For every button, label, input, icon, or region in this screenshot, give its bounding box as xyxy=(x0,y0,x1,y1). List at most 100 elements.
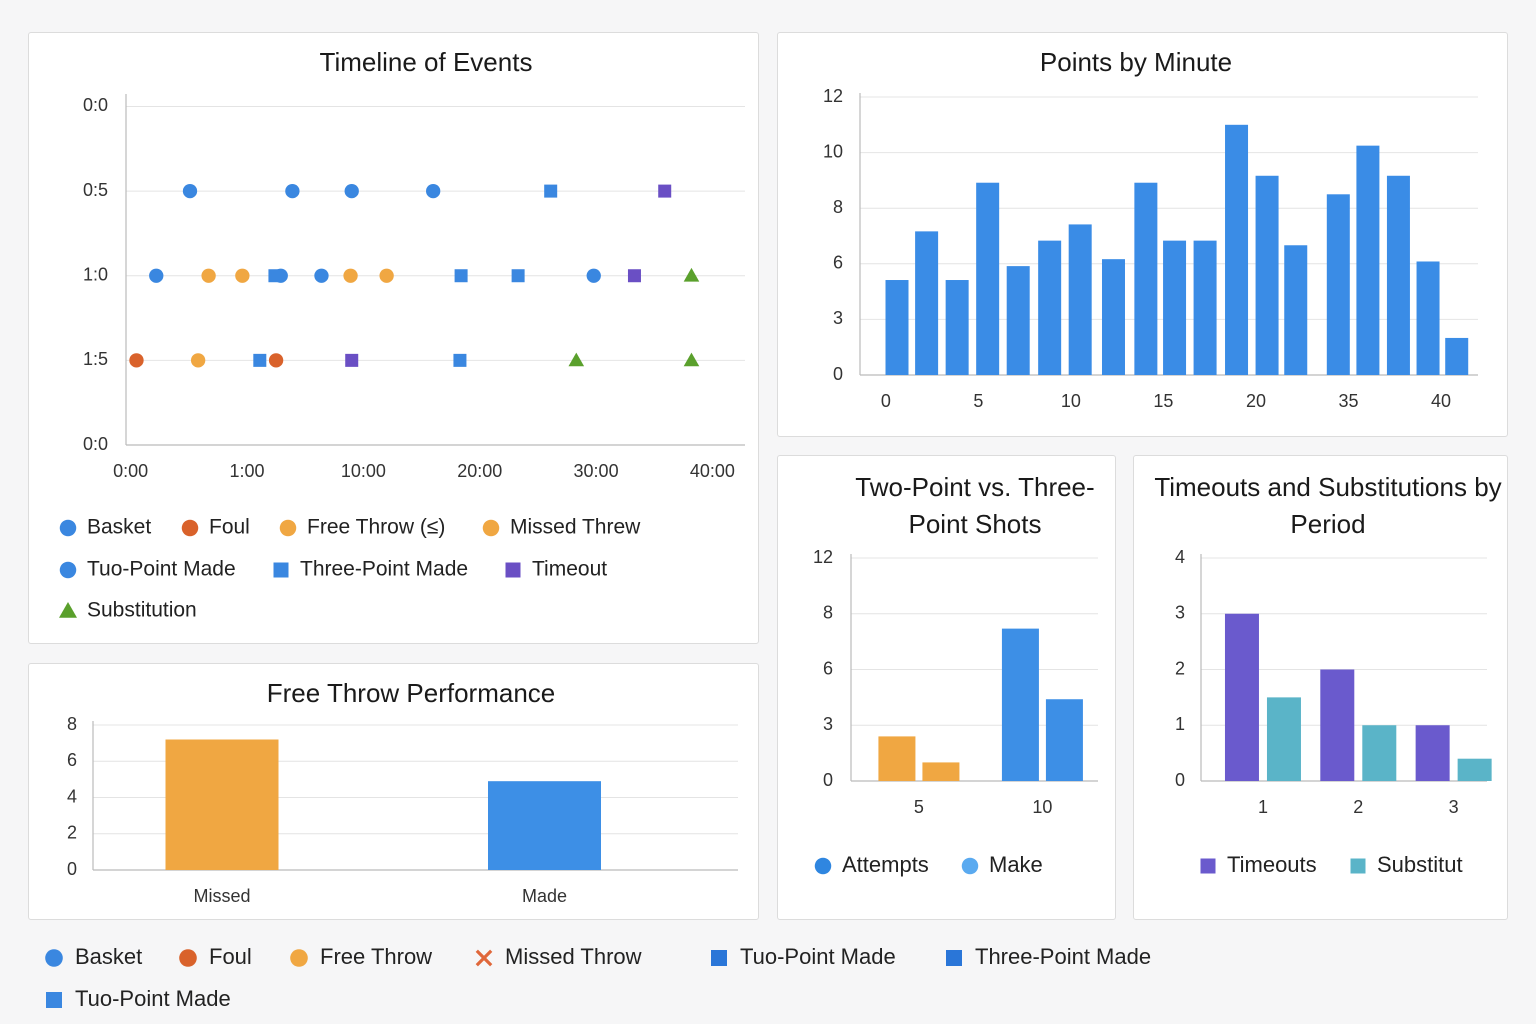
point xyxy=(253,353,267,367)
y-tick-label: 8 xyxy=(67,714,77,734)
legend-label: Free Throw xyxy=(320,944,432,969)
y-tick-label: 3 xyxy=(833,308,843,328)
y-tick-label: 10 xyxy=(823,141,843,161)
legend-label: Missed Throw xyxy=(505,944,642,969)
bar xyxy=(1045,699,1083,781)
chart-title: Points by Minute xyxy=(1039,47,1233,77)
panel xyxy=(28,663,759,920)
y-tick-label: 3 xyxy=(823,714,833,734)
point xyxy=(345,353,359,367)
legend-swatch xyxy=(814,857,832,875)
legend-label: Free Throw (≤) xyxy=(307,516,445,539)
x-tick-label: 1:00 xyxy=(229,461,264,481)
point xyxy=(379,268,394,283)
x-tick-label: 5 xyxy=(973,391,983,411)
legend-swatch xyxy=(46,992,62,1008)
bar xyxy=(1038,240,1062,375)
x-tick-label: 3 xyxy=(1449,797,1459,817)
bar xyxy=(1225,124,1249,375)
y-tick-label: 6 xyxy=(833,253,843,273)
chart-title: Free Throw Performance xyxy=(266,678,556,708)
panel xyxy=(28,32,759,644)
bar xyxy=(1163,240,1187,375)
point xyxy=(658,184,672,198)
legend-swatch xyxy=(279,519,297,537)
legend-label: Substitut xyxy=(1377,852,1463,877)
x-tick-label: 40:00 xyxy=(690,461,735,481)
x-tick-label: 2 xyxy=(1353,797,1363,817)
point xyxy=(453,353,467,367)
bar xyxy=(1445,337,1469,375)
point xyxy=(314,268,329,283)
bar xyxy=(1320,669,1355,781)
legend-swatch xyxy=(1200,858,1216,874)
bar xyxy=(1416,261,1440,375)
bar xyxy=(976,182,1000,375)
bar xyxy=(1457,758,1492,781)
point xyxy=(268,269,282,283)
point xyxy=(683,352,700,367)
legend-swatch xyxy=(179,949,197,967)
bar xyxy=(1356,145,1380,375)
legend-label: Tuo-Point Made xyxy=(87,558,236,581)
y-tick-label: 0:0 xyxy=(83,95,108,115)
y-tick-label: 4 xyxy=(1175,547,1185,567)
bar xyxy=(885,280,909,375)
bar xyxy=(922,762,960,781)
point xyxy=(454,269,468,283)
bar xyxy=(878,736,916,781)
bar xyxy=(1193,240,1217,375)
chart-title: Two-Point vs. Three-Point Shots xyxy=(855,472,1095,539)
point xyxy=(201,268,216,283)
bar xyxy=(1362,725,1397,781)
point xyxy=(182,183,198,199)
point xyxy=(149,268,164,283)
legend-swatch xyxy=(505,562,521,578)
point xyxy=(343,268,358,283)
point xyxy=(344,183,359,199)
x-tick-label: 35 xyxy=(1338,391,1358,411)
legend-label: Basket xyxy=(75,944,142,969)
y-tick-label: 2 xyxy=(1175,658,1185,678)
legend-label: Foul xyxy=(209,944,252,969)
point xyxy=(285,183,300,199)
y-tick-label: 1:5 xyxy=(83,349,108,369)
legend-swatch xyxy=(946,950,962,966)
y-tick-label: 6 xyxy=(67,750,77,770)
point xyxy=(586,268,601,283)
legend-label: Three-Point Made xyxy=(300,558,468,581)
x-tick-label: 10 xyxy=(1032,797,1052,817)
y-tick-label: 8 xyxy=(823,603,833,623)
legend-swatch xyxy=(181,519,199,537)
bar xyxy=(1101,259,1125,375)
bar xyxy=(1415,725,1450,781)
bar xyxy=(1134,182,1158,375)
y-tick-label: 2 xyxy=(67,823,77,843)
x-tick-label: 20 xyxy=(1246,391,1266,411)
point xyxy=(426,183,441,199)
legend-swatch xyxy=(59,519,77,537)
legend-label: Substitution xyxy=(87,599,197,622)
legend-label: Timeout xyxy=(532,558,607,581)
x-tick-label: Missed xyxy=(193,886,250,906)
bar xyxy=(1266,697,1301,781)
bar xyxy=(945,280,969,375)
legend-label: Basket xyxy=(87,516,151,539)
bar xyxy=(1255,175,1279,375)
x-tick-label: 10:00 xyxy=(341,461,386,481)
legend-label: Attempts xyxy=(842,852,929,877)
y-tick-label: 1:0 xyxy=(83,264,108,284)
chart-title: Timeouts and Substitutions by Period xyxy=(1154,472,1502,539)
x-tick-label: Made xyxy=(522,886,567,906)
point xyxy=(511,269,525,283)
y-tick-label: 4 xyxy=(67,786,77,806)
y-tick-label: 0 xyxy=(833,364,843,384)
legend-swatch xyxy=(475,949,493,967)
legend-label: Three-Point Made xyxy=(975,944,1151,969)
legend-swatch xyxy=(961,857,979,875)
x-tick-label: 0 xyxy=(881,391,891,411)
point xyxy=(683,267,700,282)
legend-label: Tuo-Point Made xyxy=(75,986,231,1011)
